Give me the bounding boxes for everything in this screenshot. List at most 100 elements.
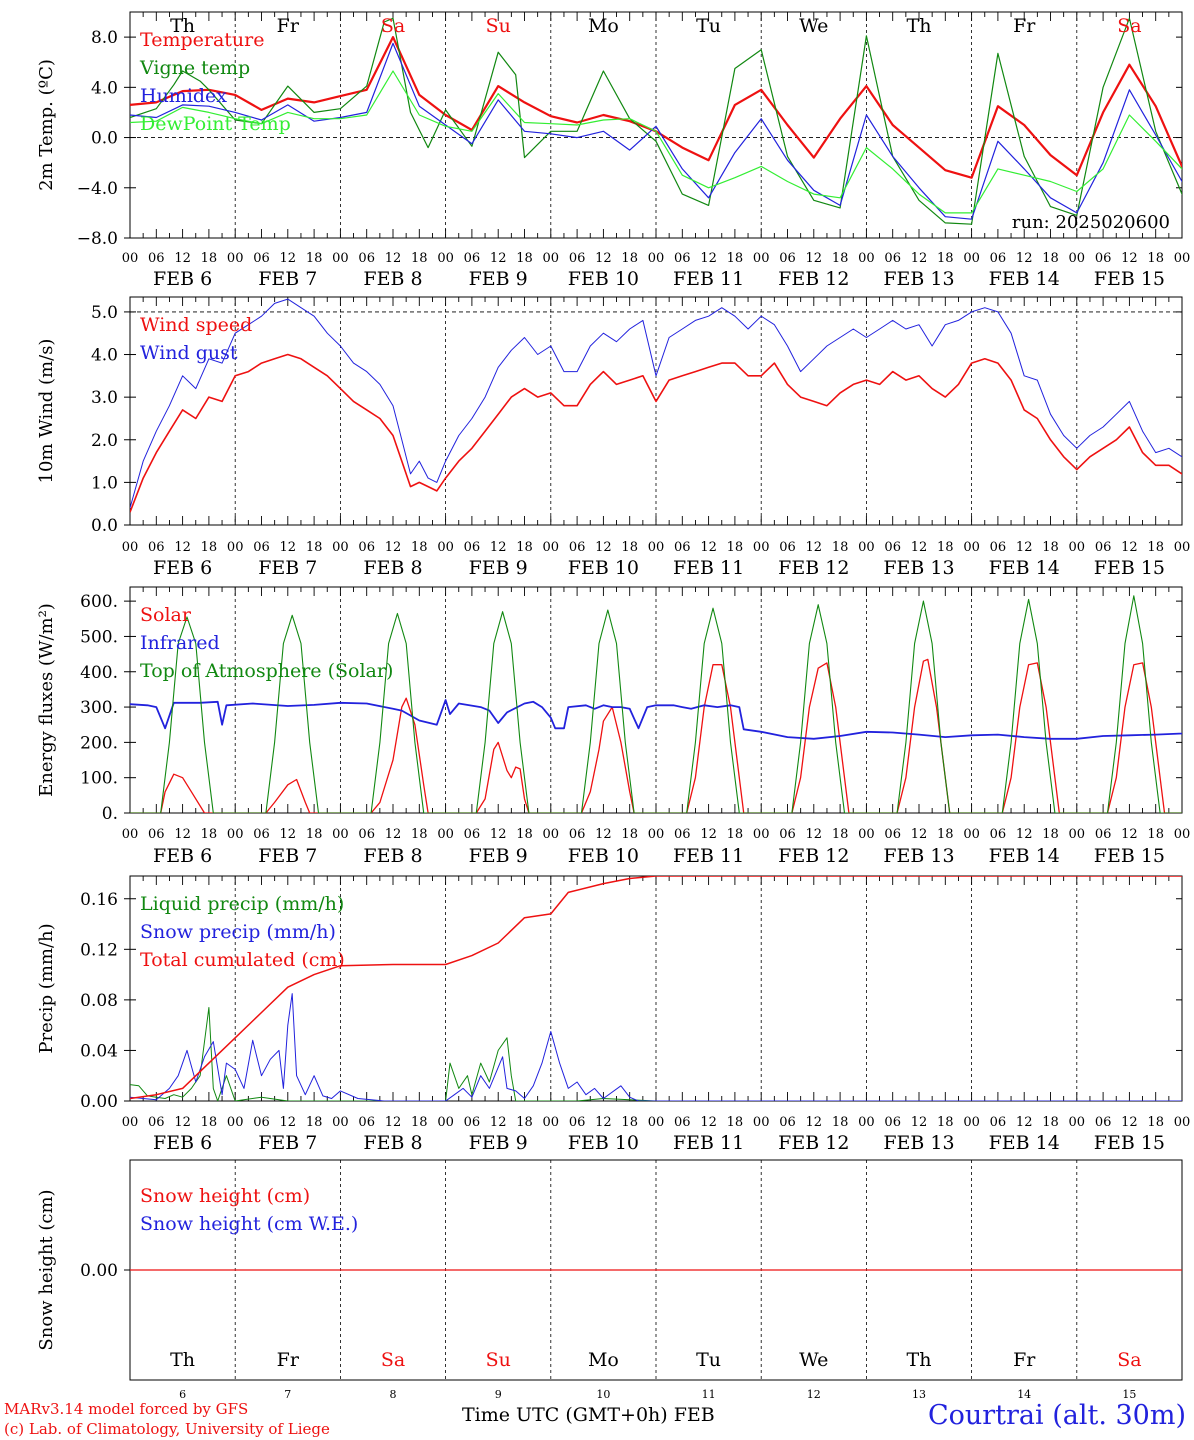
precip-hour-label: 06 <box>779 1115 796 1130</box>
temp-hour-label: 00 <box>1174 251 1191 266</box>
time-axis-label: Time UTC (GMT+0h) FEB <box>456 1404 715 1426</box>
precip-hour-label: 06 <box>1095 1115 1112 1130</box>
snow-weekday-label: Sa <box>1117 1349 1141 1371</box>
weekday-label: Th <box>907 15 932 37</box>
temp-series-line <box>130 17 1182 225</box>
temp-date-label: FEB 15 <box>1094 268 1165 290</box>
precip-series-line <box>130 876 1182 1100</box>
temp-series-line <box>130 70 1182 214</box>
snow-weekday-label: Fr <box>277 1349 300 1371</box>
energy-series-line <box>130 699 1182 740</box>
precip-hour-label: 18 <box>621 1115 638 1130</box>
wind-date-label: FEB 10 <box>568 557 639 579</box>
snow-weekday-label: We <box>799 1349 828 1371</box>
wind-hour-label: 18 <box>516 540 533 555</box>
energy-ylabel: Energy fluxes (W/m²) <box>36 603 57 797</box>
wind-hour-label: 00 <box>963 540 980 555</box>
energy-hour-label: 12 <box>911 827 928 842</box>
time-axis-text: Time UTC (GMT+0h) <box>462 1404 668 1426</box>
snow-day-number: 12 <box>807 1388 821 1401</box>
temp-ylabel: 2m Temp. (ºC) <box>36 59 57 191</box>
energy-hour-label: 06 <box>779 827 796 842</box>
wind-hour-label: 00 <box>332 540 349 555</box>
temp-hour-label: 06 <box>779 251 796 266</box>
station-label: Courtrai (alt. 30m) <box>927 1400 1186 1431</box>
precip-legend-label: Snow precip (mm/h) <box>140 921 336 943</box>
energy-date-label: FEB 13 <box>883 845 954 867</box>
temp-hour-label: 00 <box>753 251 770 266</box>
precip-hour-label: 06 <box>358 1115 375 1130</box>
temp-legend-label: Temperature <box>140 29 264 51</box>
precip-hour-label: 12 <box>385 1115 402 1130</box>
snow-weekday-label: Th <box>170 1349 195 1371</box>
wind-date-label: FEB 8 <box>363 557 422 579</box>
snow-day-number: 13 <box>912 1388 926 1401</box>
energy-ytick-label: 200. <box>80 733 118 753</box>
wind-date-label: FEB 9 <box>469 557 528 579</box>
precip-hour-label: 12 <box>911 1115 928 1130</box>
precip-hour-label: 18 <box>306 1115 323 1130</box>
snow-day-number: 9 <box>495 1388 502 1401</box>
precip-hour-label: 12 <box>174 1115 191 1130</box>
temp-hour-label: 06 <box>1095 251 1112 266</box>
energy-ytick-label: 300. <box>80 698 118 718</box>
temp-hour-label: 18 <box>621 251 638 266</box>
temp-legend-label: Vigne temp <box>139 57 250 79</box>
credit-line-1: MARv3.14 model forced by GFS <box>4 1400 249 1418</box>
temp-hour-label: 18 <box>201 251 218 266</box>
wind-hour-label: 18 <box>201 540 218 555</box>
precip-hour-label: 00 <box>963 1115 980 1130</box>
wind-series-line <box>130 353 1182 513</box>
energy-date-label: FEB 11 <box>673 845 744 867</box>
snow-weekday-label: Th <box>907 1349 932 1371</box>
energy-ytick-label: 600. <box>80 592 118 612</box>
weekday-label: Su <box>486 15 511 37</box>
snow-legend-label: Snow height (cm) <box>140 1185 310 1207</box>
wind-ytick-label: 4.0 <box>91 346 118 366</box>
temp-hour-label: 18 <box>1042 251 1059 266</box>
wind-ylabel: 10m Wind (m/s) <box>36 339 57 484</box>
precip-hour-label: 18 <box>937 1115 954 1130</box>
wind-hour-label: 12 <box>490 540 507 555</box>
energy-date-label: FEB 10 <box>568 845 639 867</box>
wind-date-label: FEB 11 <box>673 557 744 579</box>
temp-hour-label: 12 <box>595 251 612 266</box>
snow-weekday-label: Fr <box>1013 1349 1036 1371</box>
snow-ylabel: Snow height (cm) <box>36 1189 57 1350</box>
wind-hour-label: 12 <box>280 540 297 555</box>
energy-legend-label: Infrared <box>140 632 220 654</box>
temp-hour-label: 06 <box>990 251 1007 266</box>
precip-ytick-label: 0.12 <box>80 940 118 960</box>
snow-day-number: 8 <box>390 1388 397 1401</box>
precip-hour-label: 18 <box>1147 1115 1164 1130</box>
wind-hour-label: 00 <box>543 540 560 555</box>
precip-date-label: FEB 7 <box>258 1132 317 1154</box>
energy-hour-label: 12 <box>1016 827 1033 842</box>
energy-hour-label: 06 <box>358 827 375 842</box>
temp-hour-label: 00 <box>227 251 244 266</box>
precip-legend-label: Liquid precip (mm/h) <box>140 893 344 915</box>
temp-hour-label: 12 <box>1121 251 1138 266</box>
energy-hour-label: 00 <box>332 827 349 842</box>
precip-hour-label: 06 <box>674 1115 691 1130</box>
energy-hour-label: 00 <box>437 827 454 842</box>
snow-ytick-label: 0.00 <box>80 1261 118 1281</box>
wind-hour-label: 06 <box>884 540 901 555</box>
snow-weekday-label: Mo <box>588 1349 619 1371</box>
temp-date-label: FEB 10 <box>568 268 639 290</box>
energy-date-label: FEB 9 <box>469 845 528 867</box>
wind-hour-label: 18 <box>621 540 638 555</box>
temp-hour-label: 00 <box>543 251 560 266</box>
precip-hour-label: 00 <box>858 1115 875 1130</box>
energy-date-label: FEB 12 <box>778 845 849 867</box>
energy-hour-label: 06 <box>884 827 901 842</box>
energy-ytick-label: 400. <box>80 663 118 683</box>
energy-date-label: FEB 15 <box>1094 845 1165 867</box>
wind-hour-label: 18 <box>1042 540 1059 555</box>
energy-hour-label: 00 <box>1069 827 1086 842</box>
precip-hour-label: 00 <box>648 1115 665 1130</box>
wind-ytick-label: 2.0 <box>91 431 118 451</box>
energy-series-line <box>130 658 1182 813</box>
energy-hour-label: 00 <box>648 827 665 842</box>
precip-hour-label: 18 <box>727 1115 744 1130</box>
